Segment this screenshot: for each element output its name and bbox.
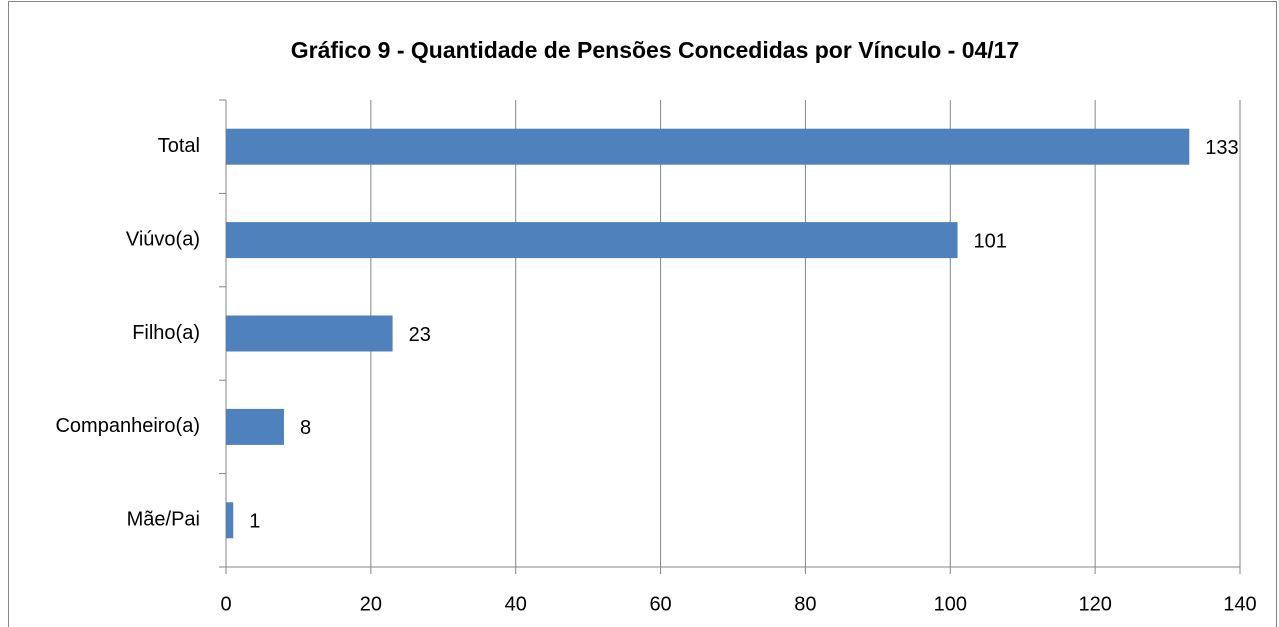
x-tick-label: 140 [1223, 593, 1256, 615]
x-tick-label: 100 [934, 593, 967, 615]
x-tick-label: 0 [220, 593, 231, 615]
x-tick-label: 60 [649, 593, 671, 615]
bar [226, 222, 958, 259]
x-tick-label: 20 [360, 593, 382, 615]
data-label: 101 [974, 230, 1007, 252]
chart-border [8, 1, 1277, 627]
x-tick-label: 40 [505, 593, 527, 615]
x-tick-label: 120 [1078, 593, 1111, 615]
y-tick-label: Total [158, 135, 200, 157]
data-label: 23 [409, 324, 431, 346]
y-tick-label: Mãe/Pai [127, 509, 200, 531]
bar [226, 315, 393, 352]
x-tick-label: 80 [794, 593, 816, 615]
y-tick-label: Viúvo(a) [126, 228, 200, 250]
data-label: 133 [1205, 137, 1238, 159]
y-tick-label: Companheiro(a) [55, 415, 200, 437]
bar [226, 502, 234, 539]
y-tick-label: Filho(a) [132, 322, 200, 344]
bar [226, 128, 1190, 165]
chart-title: Gráfico 9 - Quantidade de Pensões Conced… [291, 37, 1020, 63]
bar [226, 408, 284, 445]
data-label: 1 [249, 511, 260, 533]
data-label: 8 [300, 417, 311, 439]
